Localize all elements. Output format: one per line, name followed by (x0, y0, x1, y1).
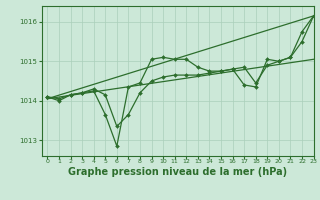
X-axis label: Graphe pression niveau de la mer (hPa): Graphe pression niveau de la mer (hPa) (68, 167, 287, 177)
